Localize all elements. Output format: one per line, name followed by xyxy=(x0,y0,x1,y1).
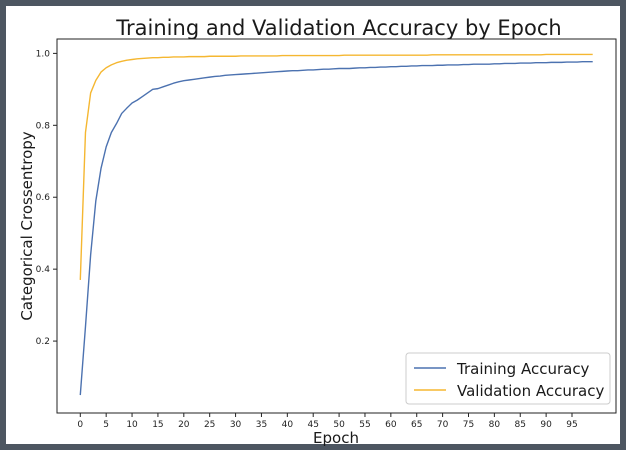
y-tick-label: 0.8 xyxy=(36,121,51,131)
x-tick-label: 65 xyxy=(411,420,422,430)
x-tick-label: 90 xyxy=(540,420,552,430)
y-axis: 0.2 0.4 0.6 0.8 1.0 xyxy=(36,49,57,347)
x-tick-label: 45 xyxy=(307,420,318,430)
x-tick-label: 15 xyxy=(152,420,163,430)
x-axis-title: Epoch xyxy=(313,429,359,447)
legend: Training Accuracy Validation Accuracy xyxy=(405,352,611,405)
x-tick-label: 10 xyxy=(126,420,138,430)
x-tick-label: 40 xyxy=(282,420,294,430)
y-tick-label: 0.6 xyxy=(36,193,51,203)
legend-label-validation: Validation Accuracy xyxy=(457,382,604,400)
x-tick-label: 70 xyxy=(437,420,449,430)
legend-label-training: Training Accuracy xyxy=(456,360,590,378)
legend-box xyxy=(405,352,611,405)
x-tick-label: 95 xyxy=(566,420,577,430)
x-tick-label: 20 xyxy=(178,420,190,430)
line-chart: Training and Validation Accuracy by Epoc… xyxy=(18,16,617,447)
series-layer xyxy=(79,53,593,396)
y-axis-title: Categorical Crossentropy xyxy=(18,131,36,320)
y-tick-label: 1.0 xyxy=(36,49,51,59)
x-axis: 0 5 10 15 20 25 30 35 40 45 50 55 60 65 70 75 80 85 90 95 xyxy=(77,413,578,430)
x-tick-label: 5 xyxy=(103,420,109,430)
x-tick-label: 35 xyxy=(256,420,267,430)
y-tick-label: 0.4 xyxy=(36,265,51,275)
x-tick-label: 75 xyxy=(463,420,474,430)
x-tick-label: 50 xyxy=(333,420,345,430)
x-tick-label: 55 xyxy=(359,420,370,430)
x-tick-label: 25 xyxy=(204,420,215,430)
chart-title: Training and Validation Accuracy by Epoc… xyxy=(115,16,561,40)
x-tick-label: 0 xyxy=(77,420,83,430)
x-tick-label: 85 xyxy=(515,420,526,430)
x-tick-label: 30 xyxy=(230,420,242,430)
series-line-training xyxy=(79,60,593,396)
plot-area xyxy=(56,38,617,414)
series-line-validation xyxy=(79,53,593,280)
x-tick-label: 60 xyxy=(385,420,397,430)
y-tick-label: 0.2 xyxy=(36,337,50,347)
x-tick-label: 80 xyxy=(489,420,501,430)
